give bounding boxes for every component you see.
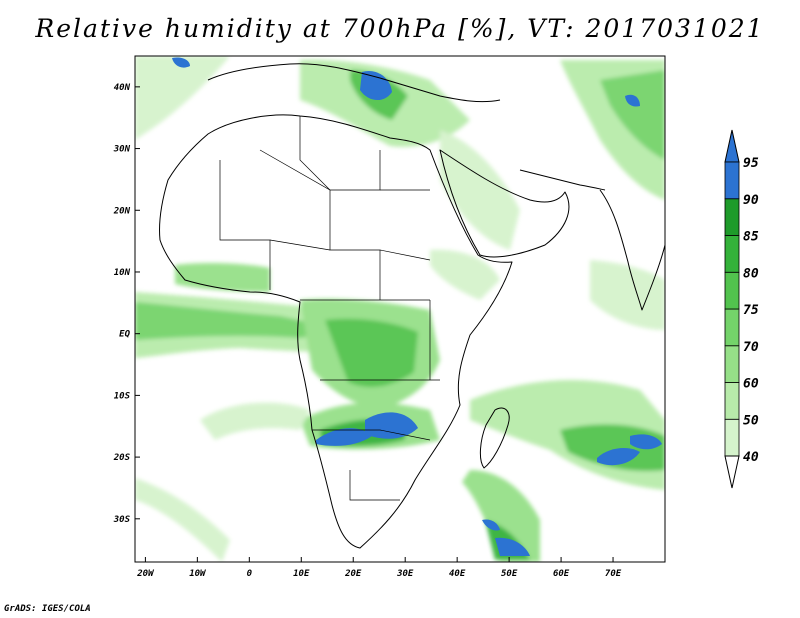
lat-tick-label: 30N (113, 145, 131, 155)
lon-tick-label: 20W (136, 569, 155, 579)
colorbar-segment (724, 418, 740, 457)
colorbar-level-label: 75 (743, 303, 759, 318)
lon-tick-label: 40E (449, 569, 466, 579)
lat-tick-label: EQ (119, 330, 130, 340)
lon-tick-label: 20E (344, 569, 362, 579)
colorbar-segment (724, 161, 740, 200)
country-borders (219, 116, 440, 501)
lat-tick-label: 40N (114, 83, 131, 93)
lat-tick-label: 20N (113, 206, 131, 216)
coastlines (159, 63, 665, 549)
colorbar-segment (724, 235, 740, 273)
lon-tick-label: 10E (293, 569, 310, 579)
colorbar-segment (724, 345, 740, 383)
longitude-axis: 20W 10W 0 10E 20E 30E 40E 50E 60E 70E (136, 557, 622, 579)
lon-tick-label: 70E (605, 569, 622, 579)
lon-tick-label: 60E (553, 569, 570, 579)
colorbar-level-label: 80 (743, 266, 759, 281)
lon-tick-label: 0 (247, 569, 253, 579)
colorbar-lower-extension (724, 455, 740, 489)
colorbar-level-label: 85 (743, 230, 759, 245)
colorbar-level-label: 60 (743, 377, 759, 392)
colorbar-segment (724, 198, 740, 236)
colorbar-level-label: 90 (743, 193, 759, 208)
grads-credit: GrADS: IGES/COLA (4, 604, 91, 614)
chart-title: Relative humidity at 700hPa [%], VT: 201… (35, 14, 765, 43)
colorbar-level-label: 95 (743, 156, 759, 171)
lat-tick-label: 30S (113, 515, 131, 525)
colorbar: 40 50 60 70 75 80 85 90 95 (724, 129, 759, 489)
colorbar-segment (724, 382, 740, 420)
lon-tick-label: 10W (189, 569, 207, 579)
colorbar-segment (724, 308, 740, 347)
colorbar-level-label: 50 (743, 413, 759, 428)
map-frame (134, 55, 666, 563)
lon-tick-label: 30E (396, 569, 414, 579)
lat-tick-label: 10S (114, 391, 131, 401)
colorbar-segment (724, 271, 740, 310)
colorbar-level-label: 70 (743, 340, 759, 355)
lat-tick-label: 20S (113, 453, 131, 463)
lat-tick-label: 10N (114, 268, 131, 278)
colorbar-level-label: 40 (743, 450, 759, 465)
latitude-axis: 40N 30N 20N 10N EQ 10S 20S 30S (113, 83, 140, 525)
humidity-field (135, 56, 665, 562)
colorbar-upper-extension (724, 129, 740, 163)
lon-tick-label: 50E (501, 569, 518, 579)
